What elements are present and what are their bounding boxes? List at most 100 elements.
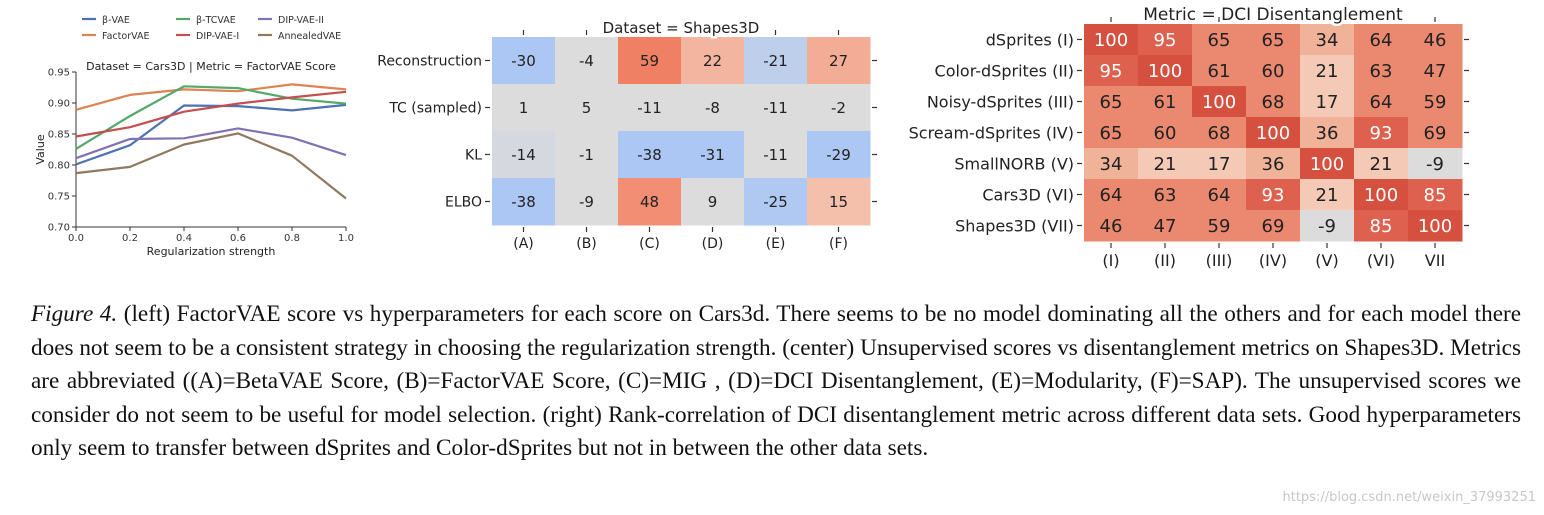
heatmap-cell: [1192, 55, 1247, 87]
row-label: Reconstruction: [377, 54, 482, 70]
cell-value: 64: [1370, 30, 1393, 51]
cell-value: 61: [1208, 61, 1231, 82]
col-label: VII: [1425, 251, 1445, 270]
col-label: (V): [1315, 251, 1338, 270]
legend-label: FactorVAE: [102, 31, 149, 42]
heatmap-cell: [1246, 148, 1301, 180]
cell-value: -38: [511, 193, 536, 211]
cell-value: -11: [763, 146, 788, 164]
cell-value: 21: [1370, 154, 1393, 175]
x-tick-label: 0.2: [122, 233, 138, 244]
row-label: Cars3D (VI): [982, 185, 1074, 204]
heatmap-cell: [492, 37, 556, 85]
heatmap-cell: [1408, 24, 1463, 56]
cell-value: 64: [1370, 92, 1393, 113]
legend-label: β-TCVAE: [196, 15, 236, 26]
heatmap-cell: [618, 84, 682, 132]
heatmap-cell: [807, 131, 871, 179]
cell-value: 93: [1262, 185, 1285, 206]
series-line: [75, 127, 347, 160]
cell-value: 65: [1208, 30, 1231, 51]
heatmap-cell: [1300, 210, 1355, 242]
heatmap-cell: [1300, 24, 1355, 56]
cell-value: -2: [831, 99, 846, 117]
cell-value: 60: [1154, 123, 1177, 144]
cell-value: 36: [1316, 123, 1339, 144]
heatmap-cell: [555, 131, 619, 179]
series-line: [75, 83, 347, 111]
cell-value: -11: [763, 99, 788, 117]
center-heatmap-panel: -30 -4 59 22 -21 271 5 -11 -8 -11 -2-14 -1 -38 -31 -11…: [377, 17, 877, 252]
heatmap-cell: [492, 131, 556, 179]
series-line: [75, 85, 347, 150]
cell-value: 22: [703, 52, 722, 70]
row-label: Noisy-dSprites (III): [927, 92, 1074, 111]
heatmap-cell: [1138, 86, 1193, 118]
y-tick-label: 0.95: [48, 68, 70, 79]
cell-value: 21: [1316, 185, 1339, 206]
heatmap-cell: [1084, 179, 1139, 211]
cell-value: -21: [763, 52, 788, 70]
cell-value: 68: [1208, 123, 1231, 144]
y-tick-label: 0.75: [48, 192, 70, 203]
cell-value: 69: [1262, 216, 1285, 237]
heatmap-cell: [1354, 24, 1409, 56]
cell-value: 68: [1262, 92, 1285, 113]
cell-value: 100: [1202, 92, 1236, 113]
cell-value: 85: [1370, 216, 1393, 237]
cell-value: 47: [1154, 216, 1177, 237]
cell-value: 15: [829, 193, 848, 211]
col-label: (VI): [1367, 251, 1395, 270]
col-label: (II): [1154, 251, 1176, 270]
cell-value: -29: [826, 146, 851, 164]
heatmap-cell: [681, 84, 745, 132]
x-tick-label: 0.8: [284, 233, 300, 244]
watermark: https://blog.csdn.net/weixin_37993251: [1282, 490, 1536, 505]
cell-value: -4: [579, 52, 594, 70]
cell-value: 34: [1316, 30, 1339, 51]
cell-value: 85: [1424, 185, 1447, 206]
cell-value: 17: [1208, 154, 1231, 175]
caption-label: Figure 4.: [31, 301, 118, 327]
heatmap-cell: [1408, 117, 1463, 149]
cell-value: 59: [1424, 92, 1447, 113]
heatmap-cell: [1246, 55, 1301, 87]
heatmap-cell: [744, 131, 808, 179]
cell-value: 69: [1424, 123, 1447, 144]
heatmap-cell: [1354, 179, 1409, 211]
heatmap-cell: [1300, 55, 1355, 87]
row-label: SmallNORB (V): [954, 154, 1074, 173]
heatmap-cell: [1408, 179, 1463, 211]
col-label: (C): [639, 236, 660, 252]
cell-value: -11: [637, 99, 662, 117]
heatmap-title: Metric = DCI Disentanglement: [1143, 5, 1403, 25]
cell-value: 100: [1256, 123, 1290, 144]
cell-value: 65: [1100, 123, 1123, 144]
cell-value: 95: [1100, 61, 1123, 82]
heatmap-cell: [1084, 24, 1139, 56]
cell-value: 48: [640, 193, 659, 211]
cell-value: -31: [700, 146, 725, 164]
cell-value: 59: [1208, 216, 1231, 237]
series-line: [75, 132, 347, 200]
row-label: Shapes3D (VII): [955, 216, 1074, 235]
cell-value: 100: [1148, 61, 1182, 82]
row-label: KL: [465, 148, 482, 164]
heatmap-cell: [1192, 117, 1247, 149]
heatmap-cell: [1192, 210, 1247, 242]
cell-value: 65: [1100, 92, 1123, 113]
row-label: TC (sampled): [388, 101, 482, 117]
legend-label: β-VAE: [102, 15, 130, 26]
heatmap-cell: [681, 37, 745, 85]
heatmap-cell: [1192, 179, 1247, 211]
heatmap-cell: [1192, 86, 1247, 118]
heatmap-cell: [1354, 86, 1409, 118]
cell-value: 63: [1154, 185, 1177, 206]
cell-value: -9: [1426, 154, 1444, 175]
heatmap-cell: [1408, 86, 1463, 118]
series-line: [75, 90, 347, 138]
x-tick-label: 1.0: [338, 233, 354, 244]
heatmap-cell: [1084, 148, 1139, 180]
row-label: ELBO: [445, 195, 482, 211]
row-label: dSprites (I): [986, 30, 1074, 49]
